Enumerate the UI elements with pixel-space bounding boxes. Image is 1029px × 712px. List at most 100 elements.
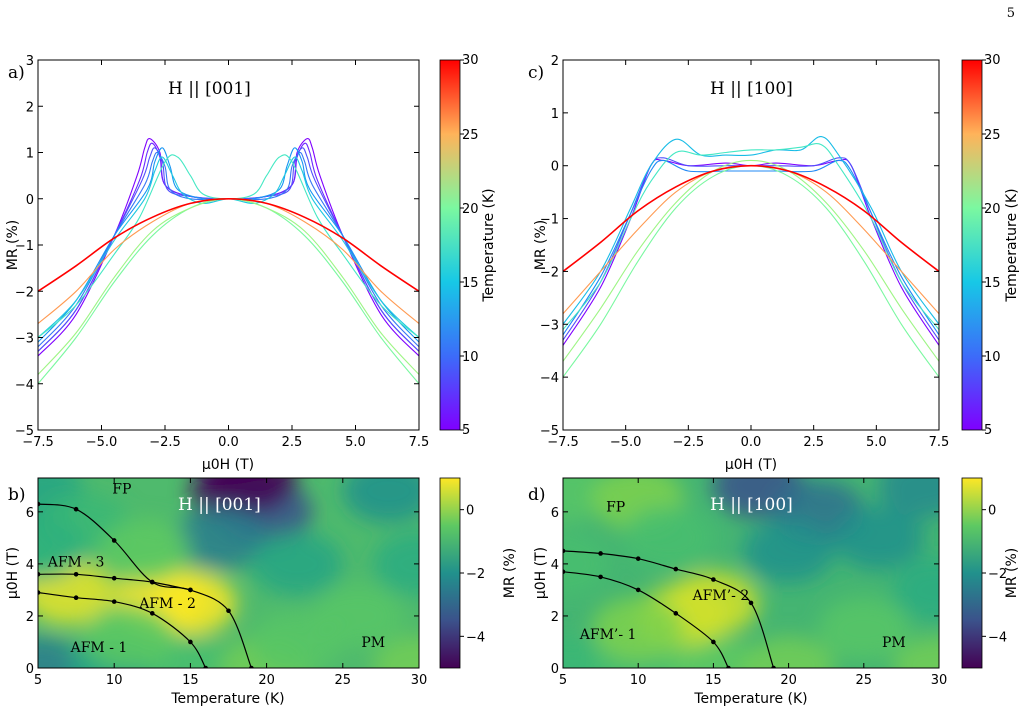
series-line-c-30K [562,164,940,273]
series-line-c-18K [562,165,940,378]
chart-a: a) H || [001] −7.5 −5.0 −2.5 0.0 2.5 5.0 7.5 −5… [5,53,497,473]
series-line-a-10K [37,147,420,343]
ticks-b: 5 10 15 20 25 30 0 2 4 6 [26,478,428,688]
boundary-point-d [711,639,716,645]
ticks-a: −7.5 −5.0 −2.5 0.0 2.5 5.0 7.5 −5 −4 −3 −2 −1 0 1 2 3 [15,54,430,450]
heatmap-cell-b [251,609,344,668]
heatmap-cell-b [38,516,84,581]
series-line-c-9K [562,159,940,336]
y-axis-label-b: μ0H (T) [5,547,21,599]
colorbar-ticks-a: 5 10 15 20 25 30 [460,53,479,438]
colorbar-tick-label-a: 15 [462,276,479,291]
y-tick-label-c: 0 [551,160,559,175]
series-line-a-19K [37,198,420,375]
colorbar-tick-label-c: 15 [984,276,1001,291]
series-line-a-8K [37,151,420,348]
plot-area-a [37,137,420,385]
heatmap-cell-b [251,531,344,596]
phase-label-d: FP [606,500,625,516]
colorbar-tick-label-c: 30 [984,53,1001,68]
colorbar-tick-label-a: 5 [462,423,470,438]
series-line-a-7K [37,147,420,352]
series-line-a-18K [37,198,420,385]
phase-label-b: PM [361,635,385,651]
series-line-a-30K [37,197,420,292]
heatmap-cell-d [877,478,939,518]
heatmap-d [563,478,939,668]
y-tick-label-d: 0 [551,662,559,677]
boundary-point-b [111,538,117,543]
colorbar-a [439,59,461,431]
x-axis-label-d: Temperature (K) [693,691,807,707]
x-tick-label-c: −7.5 [547,435,579,450]
y-axis-label-d: μ0H (T) [533,547,549,599]
phase-boundaries-d [563,548,776,668]
colorbar-label-a: Temperature (K) [481,188,497,302]
boundary-point-b [188,639,193,645]
colorbar-tick-label-d: −2 [988,567,1007,582]
boundary-point-b [73,595,79,601]
axes-frame-d [562,477,940,669]
y-tick-label-b: 6 [26,506,34,521]
heatmap-cell-b [373,636,419,668]
x-tick-label-d: 30 [931,673,948,688]
boundary-point-d [673,566,679,572]
series-line-c-5K [562,158,940,346]
x-tick-label-d: 5 [559,673,567,688]
colorbar-tick-label-a: 25 [462,128,479,143]
boundary-point-b [73,572,79,577]
phase-labels-d: FP AFM’- 2 AFM’- 1 PM [579,500,906,651]
axes-frame-a [37,59,420,431]
y-tick-label-d: 2 [551,610,559,625]
x-tick-label-c: 5.0 [866,435,887,450]
phase-label-b: AFM - 1 [70,640,128,656]
colorbar-tick-label-c: 25 [984,128,1001,143]
y-tick-label-a: 3 [26,54,34,69]
boundary-point-d [635,556,641,561]
x-tick-label-c: 2.5 [803,435,824,450]
colorbar-tick-label-b: −2 [466,567,485,582]
heatmap-cell-b [174,505,267,570]
x-tick-label-b: 15 [182,673,199,688]
x-tick-label-a: 0.0 [218,435,239,450]
page-number: 5 [1006,6,1015,21]
y-tick-label-c: 1 [551,107,559,122]
x-tick-label-a: −2.5 [149,435,181,450]
boundary-point-b [111,599,117,604]
x-tick-label-b: 30 [411,673,428,688]
chart-c: c) H || [100] −7.5 −5.0 −2.5 0.0 2.5 5.0 7.5 −5… [528,53,1020,473]
y-tick-label-c: −4 [540,371,559,386]
panel-label-b: b) [8,485,26,505]
boundary-point-d [748,600,754,606]
y-tick-label-a: −1 [15,239,34,254]
colorbar-label-b: MR (%) [502,548,518,598]
plot-area-c [562,136,940,378]
x-tick-label-a: 7.5 [409,435,430,450]
boundary-point-b [203,665,208,668]
boundary-point-b [150,611,155,616]
annotation-d: H || [100] [710,495,793,515]
y-tick-label-a: 2 [26,100,34,115]
boundary-point-b [38,501,41,507]
heatmap-cell-d [742,518,835,583]
x-tick-label-d: 20 [780,673,797,688]
x-tick-label-a: −7.5 [22,435,54,450]
heatmap-cell-b [98,518,191,583]
boundary-point-b [226,608,231,614]
boundary-point-b [188,587,193,593]
x-tick-label-c: 0.0 [741,435,762,450]
series-line-a-5K [37,137,420,357]
y-tick-label-a: −2 [15,285,34,300]
series-line-c-12K [562,136,940,325]
boundary-point-b [38,590,41,595]
heatmap-cell-d [742,636,835,668]
y-tick-label-a: −5 [15,424,34,439]
series-line-c-15K [562,143,940,330]
colorbar-tick-label-b: −4 [466,630,485,645]
phase-label-b: FP [112,481,131,497]
annotation-c: H || [100] [710,79,793,99]
x-tick-label-a: 5.0 [345,435,366,450]
y-tick-label-b: 4 [26,558,34,573]
colorbar-b [439,477,461,669]
